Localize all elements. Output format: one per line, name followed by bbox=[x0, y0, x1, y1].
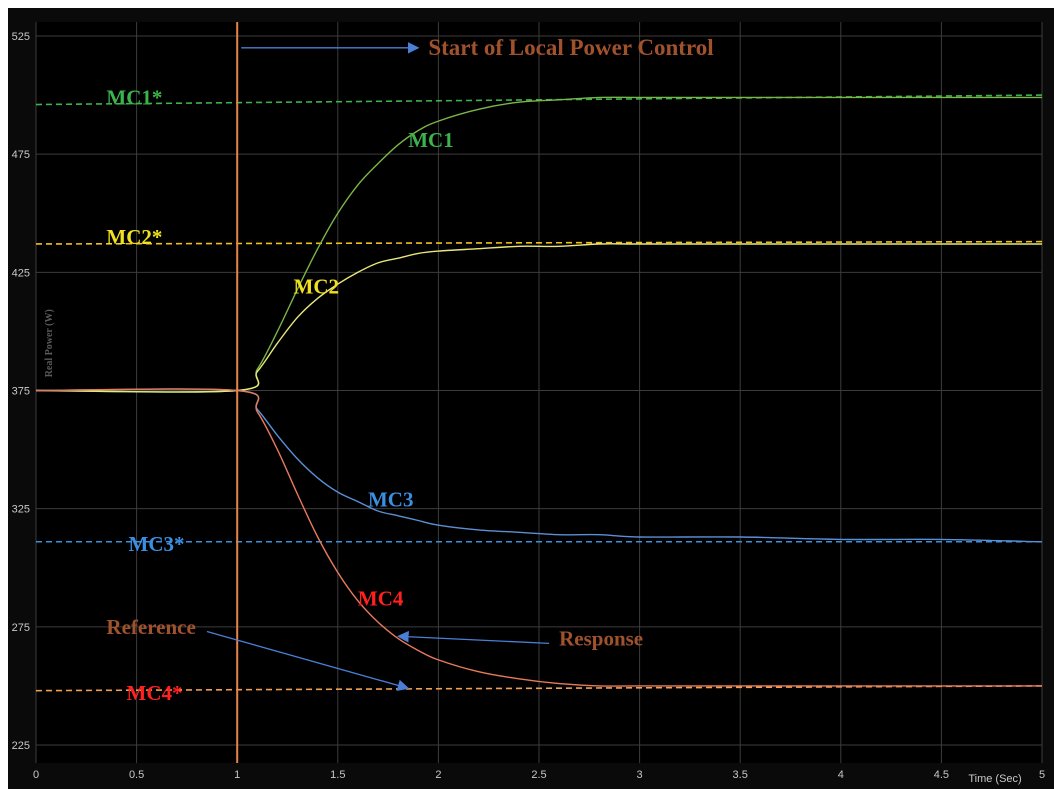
annotation-label: MC2* bbox=[106, 225, 162, 249]
x-tick-label: 3 bbox=[637, 769, 643, 781]
y-tick-label: 225 bbox=[12, 740, 30, 752]
x-tick-label: 3.5 bbox=[733, 769, 748, 781]
x-tick-label: 4.5 bbox=[934, 769, 949, 781]
series-line-mc3 bbox=[35, 388, 1043, 543]
y-tick-label: 325 bbox=[12, 504, 30, 516]
x-tick-label: 0.5 bbox=[129, 769, 144, 781]
x-tick-label: 2 bbox=[435, 769, 441, 781]
series-line-mc1 bbox=[35, 96, 1042, 393]
grid bbox=[35, 22, 1043, 763]
x-tick-label: 4 bbox=[838, 769, 844, 781]
x-tick-label: 1 bbox=[234, 769, 240, 781]
annotation-label: Start of Local Power Control bbox=[428, 35, 713, 60]
annotation-label: MC1 bbox=[408, 128, 454, 152]
x-tick-label: 5 bbox=[1039, 769, 1045, 781]
x-tick-label: 1.5 bbox=[330, 769, 345, 781]
x-tick-label: 2.5 bbox=[531, 769, 546, 781]
y-tick-label: 275 bbox=[12, 622, 30, 634]
annotation-label: MC1* bbox=[106, 86, 162, 110]
reference-lines bbox=[35, 94, 1043, 692]
annotation-label: MC2 bbox=[294, 275, 340, 299]
annotation-label: MC4* bbox=[127, 681, 183, 705]
annotations: Start of Local Power Control MC1* MC1 MC2* M… bbox=[106, 35, 713, 705]
series-line-mc4 bbox=[35, 388, 1042, 687]
annotation-arrow bbox=[206, 630, 410, 692]
annotation-arrow bbox=[396, 630, 550, 645]
annotation-label: MC4 bbox=[358, 587, 404, 611]
y-tick-label: 525 bbox=[12, 31, 30, 43]
reference-line-mc2 bbox=[35, 240, 1043, 245]
annotation-label: MC3* bbox=[129, 532, 185, 556]
reference-line-mc4 bbox=[35, 685, 1043, 692]
y-axis-label: Real Power (W) bbox=[44, 309, 55, 377]
y-tick-label: 375 bbox=[12, 386, 30, 398]
annotation-label: Reference bbox=[106, 615, 195, 639]
axis-labels: 0 0.5 1 1.5 2 2.5 3 3.5 4 4.5 5 225 275 325 375 425 475 5… bbox=[12, 31, 1045, 785]
annotation-label: MC3 bbox=[368, 487, 414, 511]
x-axis-label: Time (Sec) bbox=[968, 773, 1021, 785]
reference-line-mc1 bbox=[35, 94, 1043, 106]
annotation-label: Response bbox=[559, 627, 643, 651]
x-tick-label: 0 bbox=[33, 769, 39, 781]
y-tick-label: 425 bbox=[12, 267, 30, 279]
series-line-mc2 bbox=[35, 243, 1042, 393]
series-lines bbox=[35, 96, 1043, 687]
y-tick-label: 475 bbox=[12, 149, 30, 161]
